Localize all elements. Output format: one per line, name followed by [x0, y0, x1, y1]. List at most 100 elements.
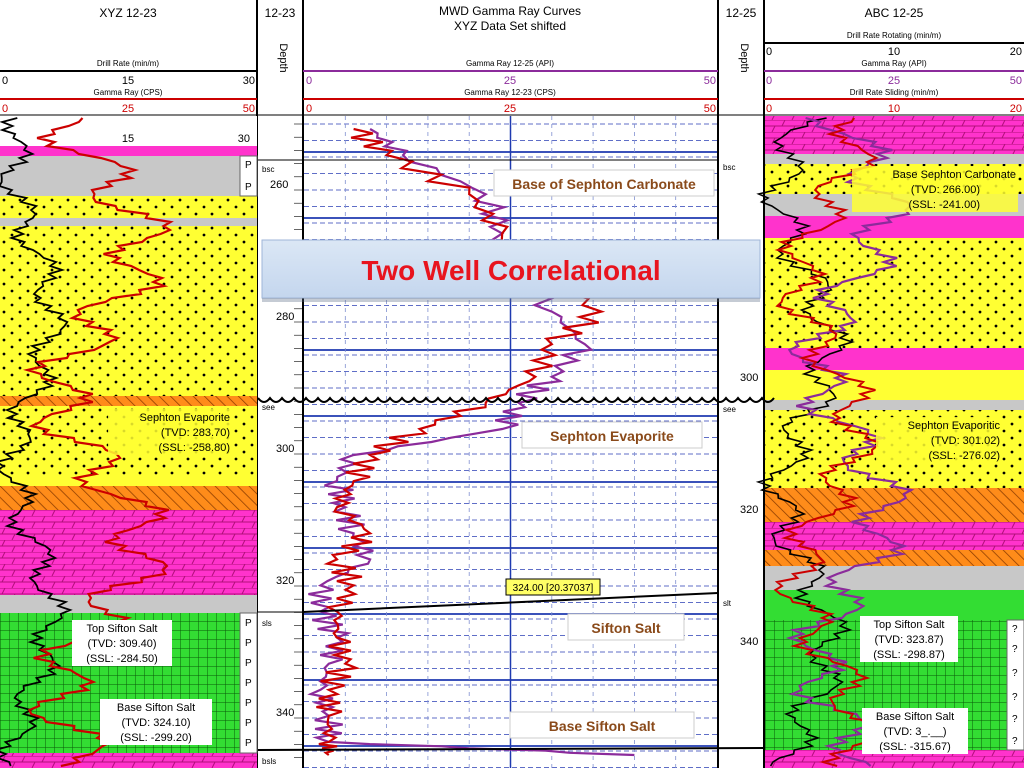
right-q-flag-6: ?	[1012, 736, 1018, 747]
left-track-scale-repeat: 15	[122, 133, 134, 145]
left-depth-title: 12-23	[265, 6, 296, 20]
left-depth-tick-300: 300	[276, 443, 294, 455]
right-depth-tick-340: 340	[740, 636, 758, 648]
left-p-flag-4: P	[245, 638, 252, 649]
right-markers: Base Sephton Carbonate (TVD: 266.00) (SS…	[852, 166, 1018, 754]
right-depth-label: Depth	[738, 43, 750, 72]
left-depth-tick-280: 280	[276, 311, 294, 323]
left-marker-1-name: Sephton Evaporite	[139, 412, 230, 424]
left-curve2-name: Gamma Ray (CPS)	[94, 88, 163, 97]
right-c2-min: 0	[766, 103, 772, 115]
left-curve1-name: Drill Rate (min/m)	[97, 59, 160, 68]
left-top-code-sls: sls	[262, 619, 272, 628]
right-q-flag-4: ?	[1012, 692, 1018, 703]
left-depth-tick-260: 260	[270, 179, 288, 191]
left-markers: Sephton Evaporite (TVD: 283.70) (SSL: -2…	[72, 409, 230, 745]
right-marker-2-name: Sephton Evaporitic	[908, 420, 1001, 432]
left-marker-2-tvd: (TVD: 309.40)	[87, 638, 156, 650]
left-c2-mid: 25	[122, 103, 134, 115]
center-c1-max: 50	[704, 75, 716, 87]
right-c3-max: 20	[1010, 46, 1022, 58]
left-marker-2-ssl: (SSL: -284.50)	[86, 653, 158, 665]
right-curve1-name: Gamma Ray (API)	[861, 59, 927, 68]
sephton-evaporite-correlation	[257, 396, 775, 403]
left-p-flag-7: P	[245, 698, 252, 709]
center-subtitle: XYZ Data Set shifted	[454, 19, 566, 33]
right-c2-mid: 10	[888, 103, 900, 115]
center-title: MWD Gamma Ray Curves	[439, 4, 581, 18]
right-q-flag-1: ?	[1012, 624, 1018, 635]
right-marker-1-name: Base Sephton Carbonate	[892, 169, 1016, 181]
center-label-base-sephton-carbonate: Base of Sephton Carbonate	[512, 176, 696, 192]
center-c2-max: 50	[704, 103, 716, 115]
center-c2-min: 0	[306, 103, 312, 115]
right-marker-1-ssl: (SSL: -241.00)	[908, 199, 980, 211]
right-marker-4-ssl: (SSL: -315.67)	[879, 741, 951, 753]
left-c2-min: 0	[2, 103, 8, 115]
left-marker-2-name: Top Sifton Salt	[87, 623, 158, 635]
center-label-sephton-evaporite: Sephton Evaporite	[550, 428, 674, 444]
left-marker-3-name: Base Sifton Salt	[117, 702, 195, 714]
left-p-flag-5: P	[245, 658, 252, 669]
depth-readout: 324.00 [20.37037]	[513, 583, 594, 594]
right-marker-2-ssl: (SSL: -276.02)	[928, 450, 1000, 462]
right-top-code-bsc: bsc	[723, 163, 735, 172]
left-c1-max: 30	[243, 75, 255, 87]
right-marker-1-tvd: (TVD: 266.00)	[911, 184, 980, 196]
right-c3-min: 0	[766, 46, 772, 58]
right-q-flag-5: ?	[1012, 714, 1018, 725]
right-depth-tick-300: 300	[740, 372, 758, 384]
center-label-sifton-salt: Sifton Salt	[591, 620, 661, 636]
right-q-flag-3: ?	[1012, 668, 1018, 679]
center-labels: Base of Sephton Carbonate Sephton Evapor…	[493, 169, 715, 739]
right-marker-4-name: Base Sifton Salt	[876, 711, 954, 723]
left-c1-min: 0	[2, 75, 8, 87]
left-p-flag-9: P	[245, 738, 252, 749]
right-c1-mid: 25	[888, 75, 900, 87]
correlation-lines	[257, 159, 775, 751]
right-marker-2-tvd: (TVD: 301.02)	[931, 435, 1000, 447]
right-well-title: ABC 12-25	[865, 6, 924, 20]
right-marker-4-tvd: (TVD: 3_.__)	[884, 726, 947, 738]
right-marker-3-tvd: (TVD: 323.87)	[874, 634, 943, 646]
center-curve2-name: Gamma Ray 12-23 (CPS)	[464, 88, 556, 97]
right-c3-mid: 10	[888, 46, 900, 58]
right-marker-3-ssl: (SSL: -298.87)	[873, 649, 945, 661]
center-curve1-name: Gamma Ray 12-25 (API)	[466, 59, 554, 68]
left-top-code-see: see	[262, 403, 275, 412]
right-c1-min: 0	[766, 75, 772, 87]
left-marker-1-tvd: (TVD: 283.70)	[161, 427, 230, 439]
left-p-flag-6: P	[245, 678, 252, 689]
right-top-code-see: see	[723, 405, 736, 414]
right-q-flag-2: ?	[1012, 644, 1018, 655]
left-depth-tick-320: 320	[276, 575, 294, 587]
title-banner: Two Well Correlational	[261, 239, 761, 302]
right-depth-title: 12-25	[726, 6, 757, 20]
right-depth-tick-320: 320	[740, 504, 758, 516]
left-c1-mid: 15	[122, 75, 134, 87]
left-depth-tick-340: 340	[276, 707, 294, 719]
left-track-scale-repeat-max: 30	[238, 133, 250, 145]
right-curve2-name: Drill Rate Sliding (min/m)	[850, 88, 939, 97]
center-label-base-sifton-salt: Base Sifton Salt	[549, 718, 656, 734]
right-top-code-slt: slt	[723, 599, 732, 608]
center-c1-min: 0	[306, 75, 312, 87]
center-c2-mid: 25	[504, 103, 516, 115]
left-c2-max: 50	[243, 103, 255, 115]
right-depth-track: 300 320 340 bsc see slt	[719, 116, 763, 768]
left-marker-1-ssl: (SSL: -258.80)	[158, 442, 230, 454]
left-depth-label: Depth	[277, 43, 289, 72]
right-marker-3-name: Top Sifton Salt	[874, 619, 945, 631]
left-p-flag-2: P	[245, 182, 252, 193]
left-p-flag-3: P	[245, 618, 252, 629]
left-log-curves	[0, 117, 174, 768]
left-lithology-track: P P P P P P P P P 15 30	[0, 116, 258, 768]
right-header-top: Drill Rate Rotating (min/m)	[847, 31, 942, 40]
left-p-flag-1: P	[245, 160, 252, 171]
left-top-code-bsls: bsls	[262, 757, 276, 766]
banner-title: Two Well Correlational	[361, 255, 660, 286]
left-depth-track: 260 280 300 320 340 bsc see sls bsls	[258, 116, 302, 768]
